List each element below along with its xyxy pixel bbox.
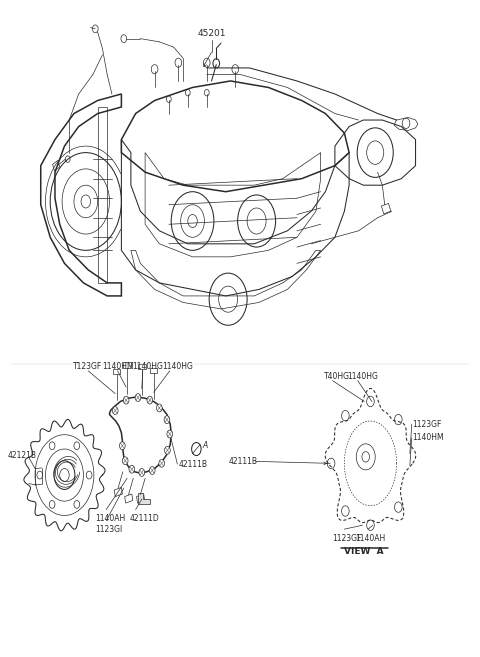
Text: 1140AH: 1140AH xyxy=(96,514,126,523)
Circle shape xyxy=(147,396,153,404)
Text: 1140HG: 1140HG xyxy=(132,362,163,371)
Circle shape xyxy=(123,396,129,404)
Circle shape xyxy=(164,416,170,424)
Circle shape xyxy=(129,465,135,473)
Text: 42111D: 42111D xyxy=(130,514,160,523)
Text: 1123GF: 1123GF xyxy=(333,533,362,543)
Text: 1123GF: 1123GF xyxy=(412,420,442,429)
Circle shape xyxy=(395,502,402,512)
Circle shape xyxy=(395,415,402,425)
Text: 42111B: 42111B xyxy=(228,457,257,466)
Circle shape xyxy=(135,394,141,401)
Circle shape xyxy=(167,430,173,438)
Text: 1123GI: 1123GI xyxy=(96,525,122,534)
Circle shape xyxy=(159,459,165,467)
Text: 1140HM: 1140HM xyxy=(102,362,134,371)
Circle shape xyxy=(112,407,118,415)
Text: T123GF: T123GF xyxy=(73,362,102,371)
Circle shape xyxy=(327,458,335,468)
Text: A: A xyxy=(203,442,208,450)
Circle shape xyxy=(367,396,374,407)
Text: T40HG: T40HG xyxy=(324,372,350,380)
Circle shape xyxy=(367,520,374,530)
Circle shape xyxy=(139,468,144,476)
Circle shape xyxy=(122,457,128,464)
Circle shape xyxy=(156,404,162,412)
Polygon shape xyxy=(138,493,150,505)
Text: 42121B: 42121B xyxy=(8,451,36,460)
Text: VIEW  A: VIEW A xyxy=(345,547,384,556)
Text: 1140AH: 1140AH xyxy=(355,533,385,543)
Text: 1140HG: 1140HG xyxy=(347,372,378,380)
Circle shape xyxy=(165,446,170,454)
Text: 42111B: 42111B xyxy=(179,459,207,468)
Text: 45201: 45201 xyxy=(197,29,226,38)
Text: 1140HM: 1140HM xyxy=(412,434,444,442)
Text: 1140HG: 1140HG xyxy=(162,362,192,371)
Circle shape xyxy=(342,411,349,421)
Circle shape xyxy=(342,506,349,516)
Circle shape xyxy=(120,442,125,449)
Circle shape xyxy=(149,466,155,474)
